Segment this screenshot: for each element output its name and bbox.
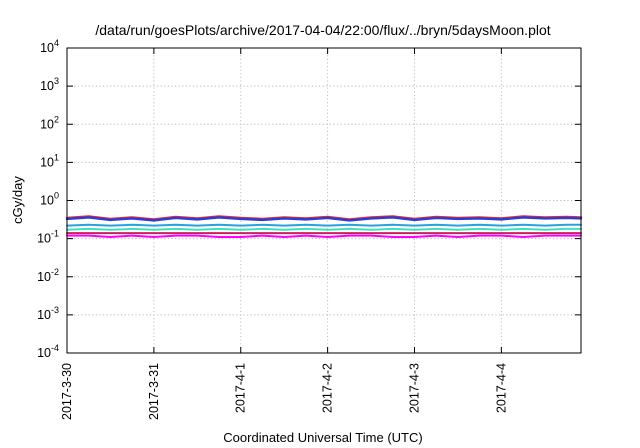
x-tick-label: 2017-3-31 bbox=[147, 363, 161, 420]
series-line bbox=[66, 223, 582, 227]
x-tick-label: 2017-4-2 bbox=[321, 363, 335, 413]
x-tick-label: 2017-3-30 bbox=[60, 363, 74, 420]
y-tick-label: 104 bbox=[40, 38, 59, 55]
data-series bbox=[65, 215, 583, 238]
series-line bbox=[66, 234, 582, 238]
x-axis-label: Coordinated Universal Time (UTC) bbox=[223, 430, 422, 445]
x-tick-label: 2017-4-3 bbox=[407, 363, 421, 413]
y-tick-label: 103 bbox=[40, 76, 59, 93]
y-tick-label: 10-1 bbox=[37, 229, 59, 246]
series-line bbox=[66, 227, 582, 231]
chart-title: /data/run/goesPlots/archive/2017-04-04/2… bbox=[95, 22, 550, 38]
y-axis-ticks: 10-4 10-3 10-2 10-1 100 101 102 103 104 bbox=[37, 38, 581, 360]
x-axis-ticks: 2017-3-30 2017-3-31 2017-4-1 2017-4-2 2017-4… bbox=[60, 48, 508, 420]
y-tick-label: 10-4 bbox=[37, 343, 59, 360]
x-tick-label: 2017-4-1 bbox=[234, 363, 248, 413]
y-tick-label: 10-2 bbox=[37, 267, 59, 284]
y-tick-label: 101 bbox=[40, 152, 59, 169]
y-tick-label: 10-3 bbox=[37, 305, 59, 322]
grid-lines bbox=[66, 48, 581, 353]
y-tick-label: 102 bbox=[40, 114, 59, 131]
x-tick-label: 2017-4-4 bbox=[494, 363, 508, 413]
series-line bbox=[65, 216, 583, 222]
y-axis-label: cGy/day bbox=[10, 176, 25, 224]
y-tick-label: 100 bbox=[40, 191, 59, 208]
plot-frame bbox=[66, 47, 582, 354]
